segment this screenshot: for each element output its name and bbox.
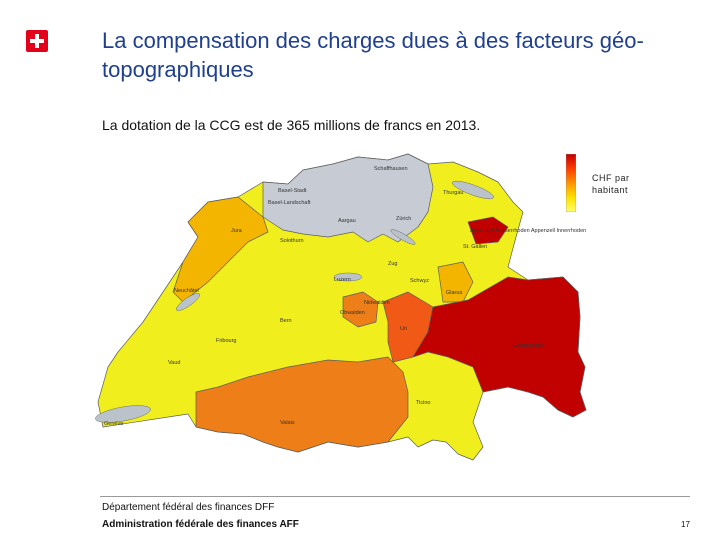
label-schaffhausen: Schaffhausen [374, 166, 408, 172]
label-zurich: Zürich [396, 216, 411, 222]
label-nidwalden: Nidwalden [364, 300, 390, 306]
label-uri: Uri [400, 326, 407, 332]
swiss-cross-logo [26, 30, 48, 52]
label-fribourg: Fribourg [216, 338, 236, 344]
canton-obwalden [342, 291, 379, 328]
footer-administration: Administration fédérale des finances AFF [102, 519, 299, 530]
label-ticino: Ticino [416, 400, 430, 406]
label-appenzell: Appenzell Ausserrhoden Appenzell Innerrh… [470, 228, 586, 234]
label-baselland: Basel-Landschaft [268, 200, 311, 206]
legend-color-scale [566, 154, 576, 212]
label-obwalden: Obwalden [340, 310, 365, 316]
label-valais: Valais [280, 420, 295, 426]
lakes [95, 180, 494, 423]
logo-cross-horizontal [30, 39, 44, 43]
label-luzern: Luzern [334, 277, 351, 283]
label-vaud: Vaud [168, 360, 180, 366]
canton-grey-north [262, 153, 434, 243]
label-baselstadt: Basel-Stadt [278, 188, 307, 194]
canton-glarus [437, 261, 474, 303]
label-zug: Zug [388, 261, 397, 267]
lake-leman [95, 405, 151, 423]
lake-lucerne [333, 272, 363, 282]
slide-title: La compensation des charges dues à des f… [102, 28, 644, 82]
footer-divider [100, 496, 690, 497]
label-bern: Bern [280, 318, 292, 324]
canton-jura-neuchatel [172, 196, 269, 303]
legend-label: CHF par habitant [592, 173, 630, 195]
label-neuchatel: Neuchâtel [174, 288, 199, 294]
label-jura: Jura [231, 228, 243, 234]
label-stgallen: St. Gallen [463, 244, 487, 250]
canton-appenzell [467, 216, 509, 245]
label-aargau: Aargau [338, 218, 356, 224]
legend-gradient [566, 154, 576, 212]
lake-zurich [390, 229, 416, 245]
canton-valais [195, 356, 409, 453]
label-glarus: Glarus [446, 290, 462, 296]
label-schwyz: Schwyz [410, 278, 429, 284]
switzerland-canton-map: Schaffhausen Basel-Stadt Basel-Landschaf… [95, 153, 587, 461]
canton-graubunden [412, 276, 587, 418]
label-geneve: Genève [104, 421, 123, 427]
label-thurgau: Thurgau [443, 190, 464, 196]
page-number: 17 [681, 520, 690, 529]
lake-constance [452, 180, 494, 200]
label-solothurn: Solothurn [280, 238, 304, 244]
slide-subtitle: La dotation de la CCG est de 365 million… [102, 117, 481, 133]
label-graubunden: Graubünden [513, 343, 544, 349]
footer-department: Département fédéral des finances DFF [102, 502, 275, 513]
lake-neuchatel [176, 293, 200, 311]
